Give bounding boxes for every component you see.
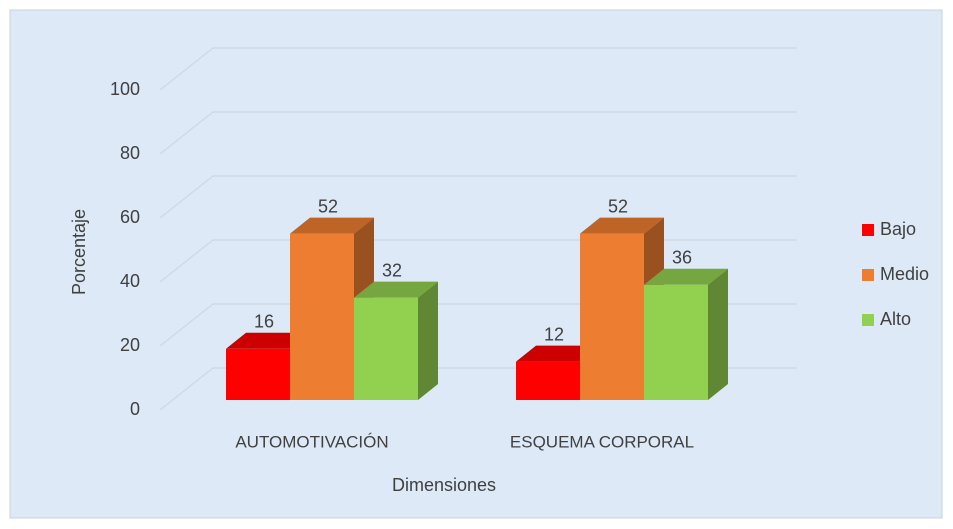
data-label: 32 xyxy=(382,260,402,280)
legend-swatch xyxy=(862,314,874,326)
bar xyxy=(354,297,418,400)
grid-line xyxy=(159,111,797,155)
bar-side xyxy=(418,281,438,400)
bar-side xyxy=(708,268,728,400)
bar-top xyxy=(290,217,374,234)
legend-label: Alto xyxy=(880,309,911,329)
data-label: 36 xyxy=(672,248,692,268)
data-label: 52 xyxy=(608,196,628,216)
x-axis-label: Dimensiones xyxy=(392,475,496,495)
bar xyxy=(644,284,708,400)
bar xyxy=(290,233,354,400)
bar-top xyxy=(226,332,310,349)
legend-label: Bajo xyxy=(880,219,916,239)
y-tick-label: 20 xyxy=(120,335,140,355)
y-tick-label: 0 xyxy=(130,399,140,419)
legend-swatch xyxy=(862,224,874,236)
data-label: 12 xyxy=(544,324,564,344)
y-tick-label: 40 xyxy=(120,271,140,291)
grid-line xyxy=(159,175,797,219)
x-tick-label: AUTOMOTIVACIÓN xyxy=(235,432,388,451)
bar-top xyxy=(354,281,438,298)
y-tick-label: 80 xyxy=(120,143,140,163)
chart-background xyxy=(9,9,943,519)
data-label: 16 xyxy=(254,312,274,332)
bar-top xyxy=(580,217,664,234)
bar-top xyxy=(644,268,728,285)
bar xyxy=(226,348,290,400)
bar-top xyxy=(516,345,600,362)
bar xyxy=(580,233,644,400)
grid-line xyxy=(159,47,797,91)
bar xyxy=(516,361,580,400)
y-tick-label: 100 xyxy=(110,79,140,99)
legend-swatch xyxy=(862,269,874,281)
y-axis-label: Porcentaje xyxy=(69,209,89,295)
x-tick-label: ESQUEMA CORPORAL xyxy=(510,432,694,451)
data-label: 52 xyxy=(318,196,338,216)
legend-label: Medio xyxy=(880,264,929,284)
y-tick-label: 60 xyxy=(120,207,140,227)
